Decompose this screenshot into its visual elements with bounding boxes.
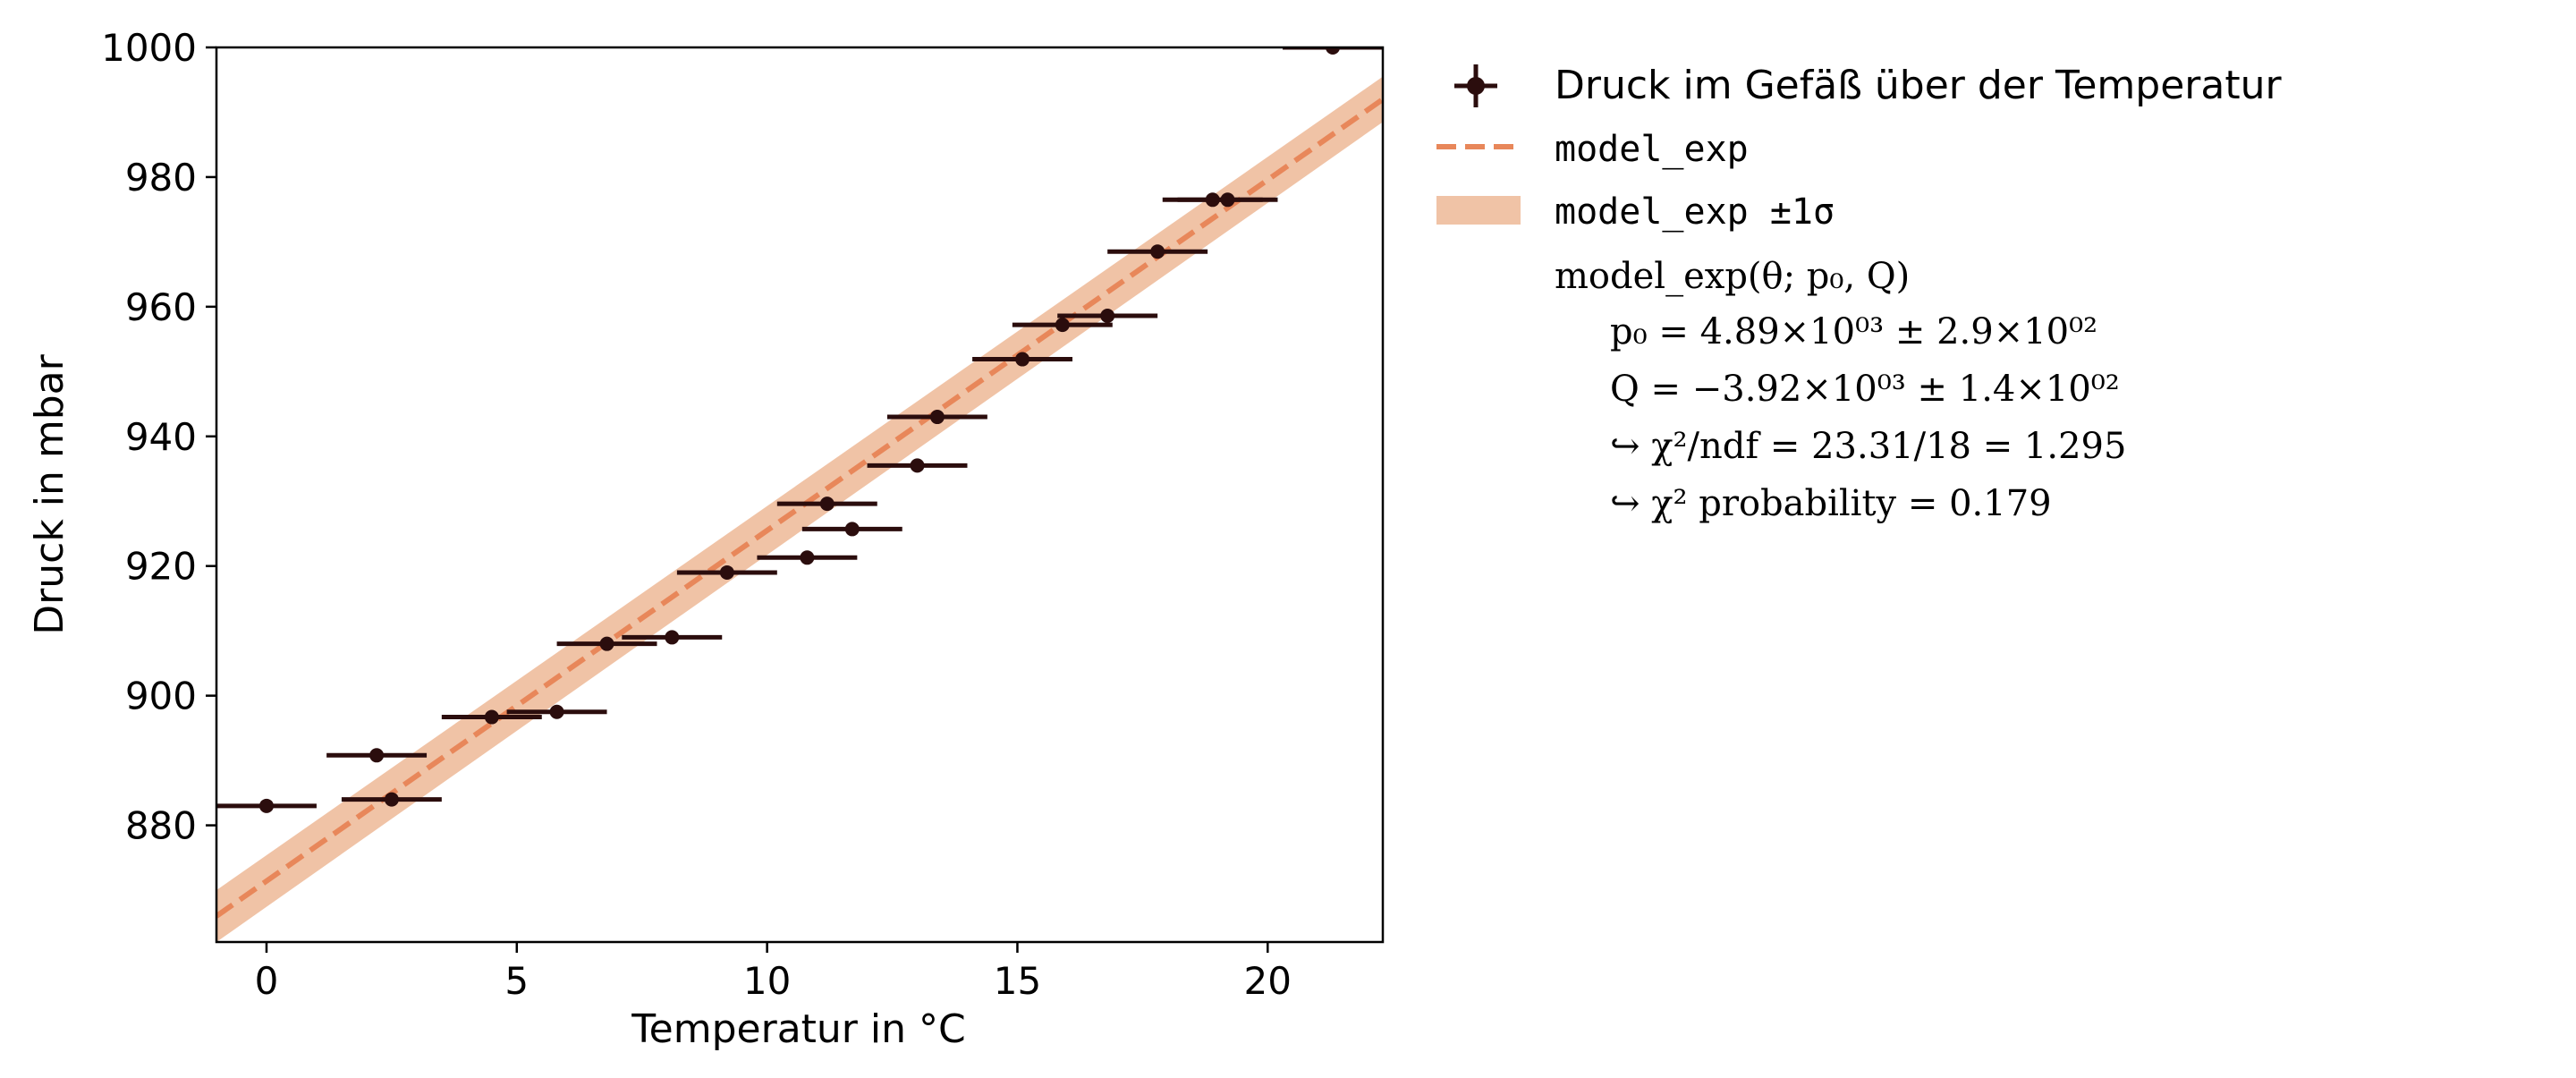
data-marker (910, 458, 925, 473)
legend-chi2-ndf: ↪ χ²/ndf = 23.31/18 = 1.295 (1610, 426, 2126, 467)
model-line (216, 97, 1383, 919)
data-point (556, 636, 657, 651)
data-point (972, 352, 1073, 367)
data-point (757, 550, 858, 565)
y-tick-label: 900 (125, 675, 197, 718)
data-point (886, 410, 987, 425)
data-point (622, 630, 723, 645)
legend-label-band: model_exp ±1σ (1555, 191, 1835, 233)
data-marker (665, 630, 680, 645)
data-marker (719, 564, 734, 580)
data-marker (1326, 47, 1341, 55)
x-tick-label: 5 (504, 959, 529, 1003)
legend: Druck im Gefäß über der Temperatur model… (1436, 63, 2282, 524)
y-axis-label: Druck in mbar (27, 353, 72, 634)
data-marker (258, 798, 274, 813)
legend-chi2-prob: ↪ χ² probability = 0.179 (1610, 483, 2052, 524)
y-tick-label: 940 (125, 415, 197, 459)
data-marker (800, 550, 815, 565)
data-marker (1100, 309, 1115, 323)
plot-content (216, 47, 1383, 942)
data-marker (844, 522, 860, 537)
y-tick-label: 1000 (101, 26, 197, 70)
legend-label-data: Druck im Gefäß über der Temperatur (1555, 63, 2282, 108)
data-point (776, 497, 877, 512)
data-marker (549, 704, 564, 719)
data-point (341, 792, 442, 807)
y-tick-label: 960 (125, 285, 197, 329)
data-point (1107, 244, 1208, 259)
data-point (867, 458, 968, 473)
legend-marker-band (1436, 196, 1521, 225)
legend-param-Q: Q = −3.92×10⁰³ ± 1.4×10⁰² (1610, 369, 2120, 410)
data-marker (384, 792, 399, 807)
legend-param-p0: p₀ = 4.89×10⁰³ ± 2.9×10⁰² (1610, 311, 2097, 352)
x-tick-label: 10 (743, 959, 791, 1003)
data-point (676, 564, 777, 580)
x-tick-label: 20 (1244, 959, 1292, 1003)
legend-label-model: model_exp (1555, 129, 1749, 170)
data-point (1057, 309, 1158, 323)
data-marker (1150, 244, 1165, 259)
legend-model-signature: model_exp(θ; p₀, Q) (1555, 256, 1910, 297)
data-point (326, 748, 428, 763)
y-tick-label: 980 (125, 156, 197, 199)
data-point (1177, 192, 1278, 208)
data-point (506, 704, 607, 719)
plot-area: 0 5 10 15 20 880 900 920 940 960 980 1000 (101, 26, 1385, 1003)
x-axis-label: Temperatur in °C (631, 1006, 965, 1052)
data-point (1283, 47, 1383, 55)
data-point (801, 522, 902, 537)
axes-frame (215, 46, 1385, 944)
data-marker (1015, 352, 1030, 367)
data-marker (1220, 192, 1235, 208)
y-tick-label: 920 (125, 545, 197, 589)
data-marker (819, 497, 835, 512)
data-marker (599, 636, 614, 651)
data-marker (1055, 318, 1070, 333)
x-tick-label: 15 (994, 959, 1041, 1003)
legend-marker-data (1454, 64, 1497, 107)
y-tick-label: 880 (125, 804, 197, 848)
model-uncertainty-band (216, 76, 1383, 942)
data-point (441, 709, 542, 725)
data-marker (484, 709, 499, 725)
data-point (1012, 318, 1113, 333)
data-marker (369, 748, 385, 763)
data-marker (929, 410, 945, 425)
data-point (216, 798, 317, 813)
x-tick-label: 0 (255, 959, 279, 1003)
